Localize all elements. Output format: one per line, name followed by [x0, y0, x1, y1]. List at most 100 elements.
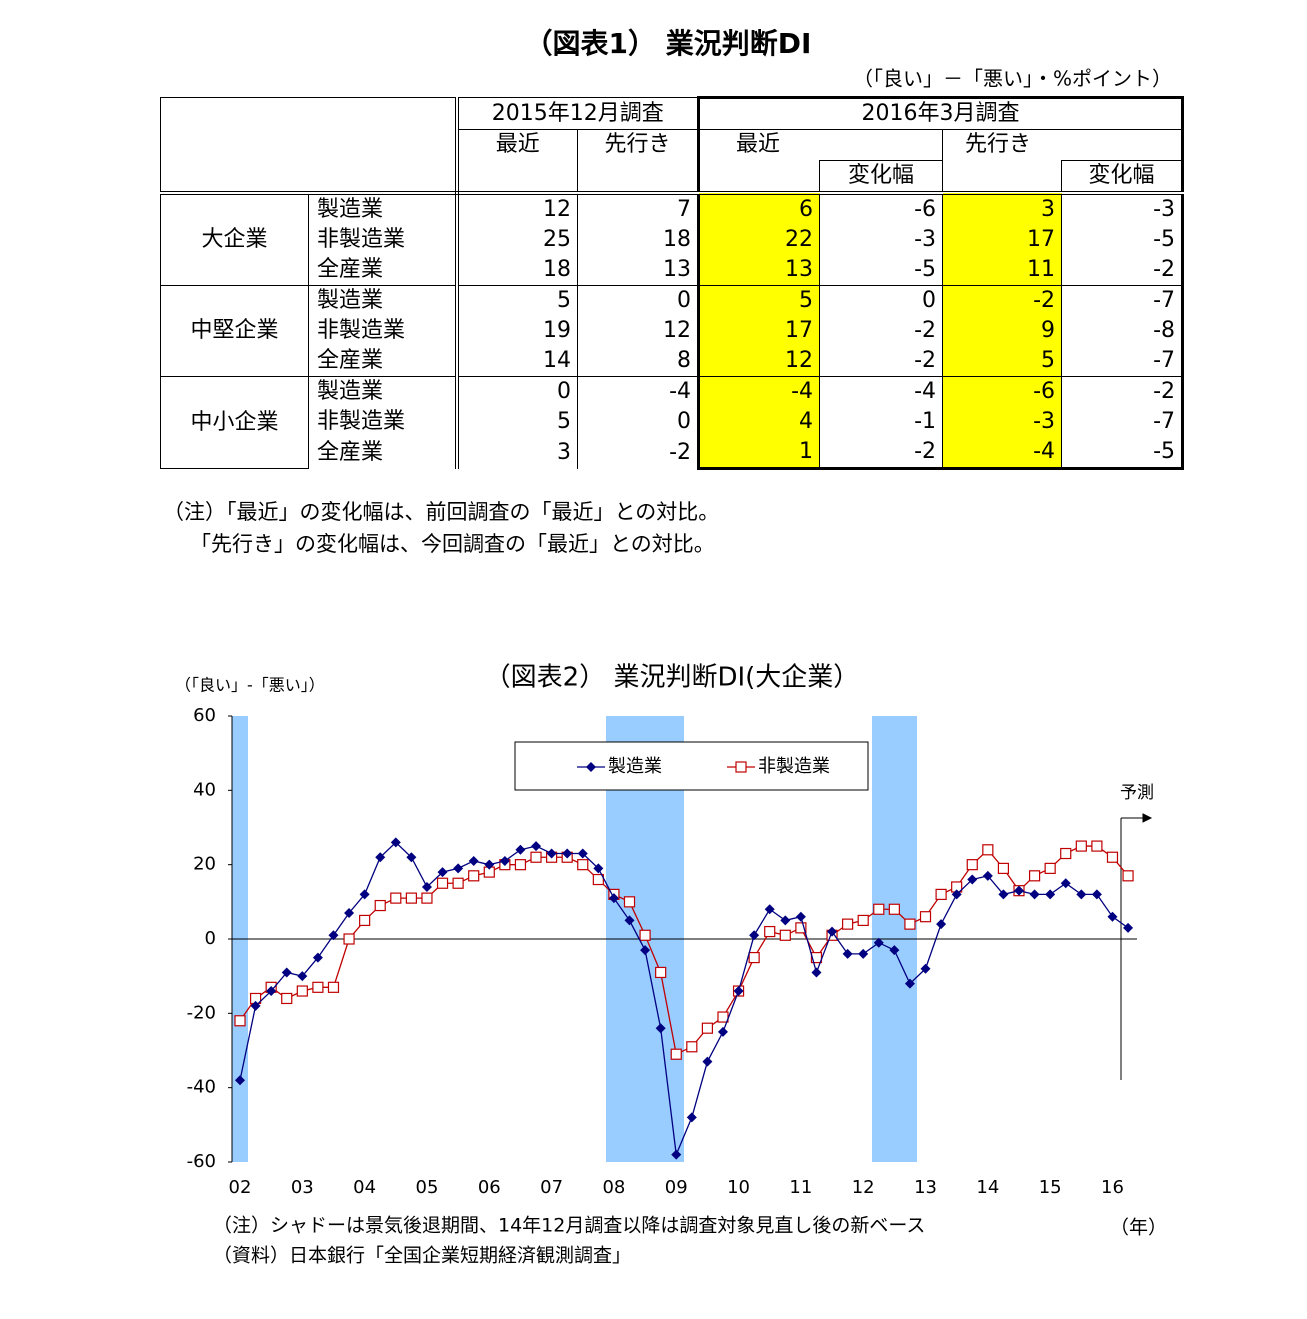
table-cell: 0: [456, 376, 578, 407]
point: [748, 951, 760, 964]
point: [327, 981, 340, 993]
y-tick-label: 20: [193, 854, 216, 875]
table-cell: 5: [456, 285, 578, 316]
x-tick-label: 08: [602, 1177, 625, 1198]
table-cell: 12: [456, 192, 578, 225]
table-row: 中小企業 製造業 0 -4 -4 -4 -6 -2: [160, 376, 1184, 469]
table-cell: 大企業: [160, 192, 309, 286]
point: [312, 981, 324, 993]
table-cell: -6: [819, 192, 943, 225]
corner-cell: [160, 97, 459, 195]
point: [281, 992, 293, 1005]
point: [920, 963, 931, 974]
point: [468, 870, 480, 882]
point: [1107, 911, 1118, 922]
point: [686, 1112, 697, 1123]
table-cell: -7: [1061, 285, 1184, 316]
point: [733, 986, 744, 997]
point: [873, 903, 885, 915]
table-row: 非製造業 5 0 4 -1 -3 -7: [161, 407, 1184, 437]
point: [842, 948, 853, 959]
point: [514, 859, 527, 871]
x-tick-label: 07: [540, 1177, 563, 1198]
point: [842, 918, 854, 930]
point: [858, 948, 869, 959]
header-cell: 先行き: [577, 129, 699, 195]
table-cell: -7: [1061, 346, 1184, 377]
point: [936, 919, 947, 930]
table-cell: -3: [819, 225, 943, 255]
table-cell: -2: [819, 437, 943, 470]
table-cell: -5: [819, 255, 943, 286]
point: [827, 926, 838, 937]
table-cell: 13: [697, 255, 820, 286]
point: [421, 881, 432, 892]
table-cell: 11: [942, 255, 1062, 286]
table-cell: -2: [577, 437, 699, 469]
table-cell: 17: [942, 225, 1062, 255]
legend-label: 非製造業: [758, 756, 830, 777]
table-cell: -8: [1061, 316, 1184, 346]
table-row: 大企業 製造業 12 7 6 -6 3 -3: [160, 192, 1184, 286]
table-unit: （「良い」－「悪い」・%ポイント）: [853, 67, 1172, 91]
point: [1106, 851, 1119, 863]
series-line: [239, 841, 1129, 1158]
point: [562, 848, 573, 859]
table-cell: 7: [577, 192, 699, 225]
point: [235, 1075, 245, 1086]
y-tick-label: 0: [205, 928, 216, 949]
x-tick-label: 03: [291, 1177, 314, 1198]
header-cell: 先行き: [942, 129, 1184, 161]
chart-title: （図表2） 業況判断DI(大企業）: [485, 663, 860, 693]
point: [343, 933, 355, 945]
table-cell: 13: [577, 255, 699, 286]
point: [888, 903, 900, 915]
point: [1076, 889, 1087, 900]
forecast-marker: [1120, 813, 1153, 1080]
table-cell: 中堅企業: [160, 285, 309, 377]
point: [702, 1056, 713, 1067]
y-tick-label: 40: [193, 779, 216, 800]
point: [998, 889, 1009, 900]
legend-box: [514, 741, 869, 791]
table-cell: -1: [819, 407, 943, 437]
table-cell: 19: [456, 316, 578, 346]
point: [670, 1048, 682, 1060]
point: [437, 867, 448, 878]
point: [780, 915, 791, 926]
point: [530, 851, 542, 863]
table-cell: 中小企業: [160, 376, 309, 469]
header-cell: 2015年12月調査: [456, 97, 699, 130]
table-cell: -2: [819, 316, 943, 346]
table-cell: 14: [456, 346, 578, 377]
table-cell: -4: [577, 376, 699, 407]
table-cell: 18: [577, 225, 699, 255]
table-cell: 非製造業: [308, 225, 459, 255]
point: [577, 859, 589, 871]
table-cell: 8: [577, 346, 699, 377]
point: [484, 859, 495, 870]
table-cell: 12: [697, 346, 820, 377]
point: [1029, 889, 1040, 900]
point: [468, 855, 479, 866]
table-note: （注）「最近」の変化幅は、前回調査の「最近」との対比。: [163, 500, 719, 524]
point: [1075, 840, 1087, 852]
point: [515, 844, 526, 855]
table-cell: -5: [1061, 437, 1184, 470]
chart-note: （注）シャドーは景気後退期間、14年12月調査以降は調査対象見直し後の新ベース: [213, 1215, 925, 1237]
point: [1014, 885, 1024, 896]
table-cell: -2: [942, 285, 1062, 316]
y-tick-label: 60: [193, 705, 216, 726]
point: [655, 966, 667, 979]
point: [686, 1041, 698, 1053]
table-cell: 17: [697, 316, 820, 346]
table-cell: 製造業: [308, 376, 459, 407]
point: [1123, 922, 1134, 933]
point: [1045, 889, 1056, 900]
point: [406, 852, 417, 863]
point: [359, 889, 370, 900]
table-cell: -4: [942, 437, 1062, 470]
point: [344, 907, 355, 918]
